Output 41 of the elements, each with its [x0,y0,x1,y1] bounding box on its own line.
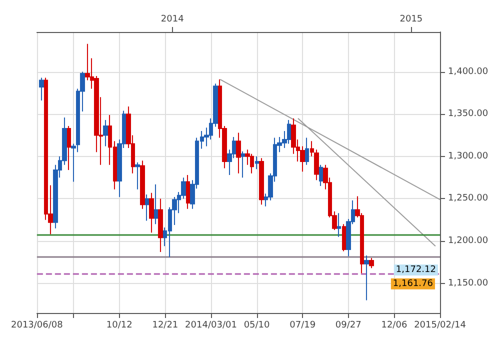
candlestick [103,120,108,147]
x-tick-label: 07/19 [290,320,316,330]
annotation: 1,172.12 [396,265,436,275]
candlestick [259,158,264,206]
candlestick [305,137,309,166]
y-tick-label: 1,350.00 [448,109,488,120]
candlestick [135,162,140,190]
candlestick [67,125,71,170]
y-tick-label: 1,300.00 [448,151,488,162]
candlestick [186,174,190,210]
x-tick-label: 05/10 [244,320,270,330]
candlestick [241,150,245,178]
y-tick-label: 1,400.00 [448,66,488,77]
candlestick [342,224,346,252]
candlestick [364,254,369,301]
candlestick [337,212,341,238]
x-tick-label: 12/06 [381,320,408,330]
candlestick [319,164,323,187]
y-tick-label: 1,250.00 [448,194,488,204]
candlestick [140,160,145,210]
x-tick-label: 2014/03/01 [185,320,237,330]
x2-tick-label: 2015 [400,14,423,24]
candlestick [154,184,158,225]
x-tick-label: 10/12 [106,320,132,330]
candlestick [145,194,149,222]
x2-tick-label: 2014 [160,14,184,24]
candlestick [314,149,319,181]
candlestick [310,140,314,157]
candlestick [39,77,44,102]
y-tick-label: 1,200.00 [448,236,488,246]
x-tick-label: 2015/02/14 [414,320,466,330]
candlestick [236,132,241,174]
y-tick-label: 1,150.00 [448,278,488,288]
candlestick [149,192,154,234]
candlestick [369,257,374,269]
candlestick [158,198,163,253]
x-tick-label: 2013/06/08 [11,320,64,330]
ref-line-label: 1,161.76 [392,278,434,289]
x-tick-label: 09/27 [335,320,362,330]
x-tick-label: 12/21 [152,320,178,330]
candlestick [255,156,259,170]
